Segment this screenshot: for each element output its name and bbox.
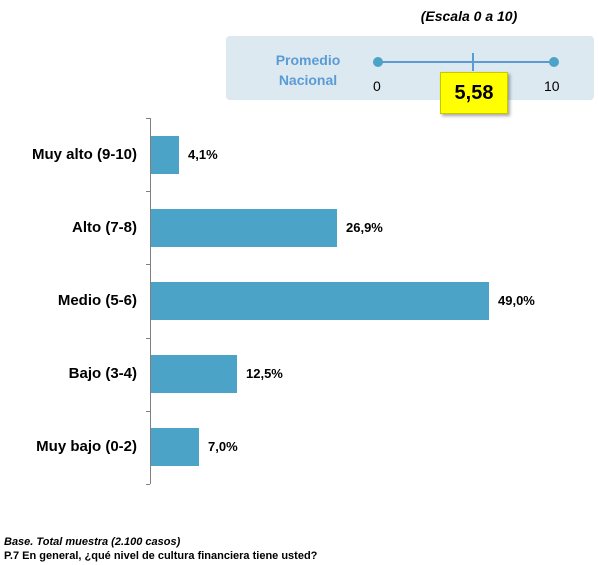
scale-min-label: 0	[373, 78, 381, 94]
bar-value-label: 26,9%	[346, 220, 383, 235]
bar	[151, 355, 237, 393]
footnote-base: Base. Total muestra (2.100 casos)	[4, 536, 181, 548]
bar-value-label: 49,0%	[498, 293, 535, 308]
average-label-line2: Nacional	[278, 72, 338, 88]
bar-value-label: 7,0%	[208, 439, 238, 454]
average-label: Promedio Nacional	[258, 50, 358, 90]
category-label: Bajo (3-4)	[68, 365, 137, 382]
category-label: Muy bajo (0-2)	[36, 438, 137, 455]
scale-line	[378, 61, 554, 63]
scale-max-dot	[549, 57, 559, 67]
footnote-question: P.7 En general, ¿qué nivel de cultura fi…	[4, 550, 318, 562]
y-axis-tick	[146, 118, 150, 119]
scale-note: (Escala 0 a 10)	[420, 8, 518, 24]
scale-max-label: 10	[544, 78, 560, 94]
category-label: Alto (7-8)	[72, 219, 137, 236]
average-tick	[472, 53, 474, 71]
bar-value-label: 4,1%	[188, 147, 218, 162]
y-axis-tick	[146, 484, 150, 485]
y-axis-tick	[146, 411, 150, 412]
category-label: Muy alto (9-10)	[31, 146, 137, 163]
bar-value-label: 12,5%	[246, 366, 283, 381]
bar	[151, 428, 199, 466]
y-axis-tick	[146, 338, 150, 339]
average-panel	[226, 36, 594, 100]
scale-min-dot	[373, 57, 383, 67]
y-axis-tick	[146, 264, 150, 265]
bar	[151, 136, 179, 174]
y-axis	[150, 118, 151, 484]
bar	[151, 209, 337, 247]
category-label: Medio (5-6)	[57, 292, 137, 309]
average-value-badge: 5,58	[440, 72, 508, 114]
average-label-line1: Promedio	[275, 52, 341, 68]
y-axis-tick	[146, 191, 150, 192]
bar	[151, 282, 489, 320]
